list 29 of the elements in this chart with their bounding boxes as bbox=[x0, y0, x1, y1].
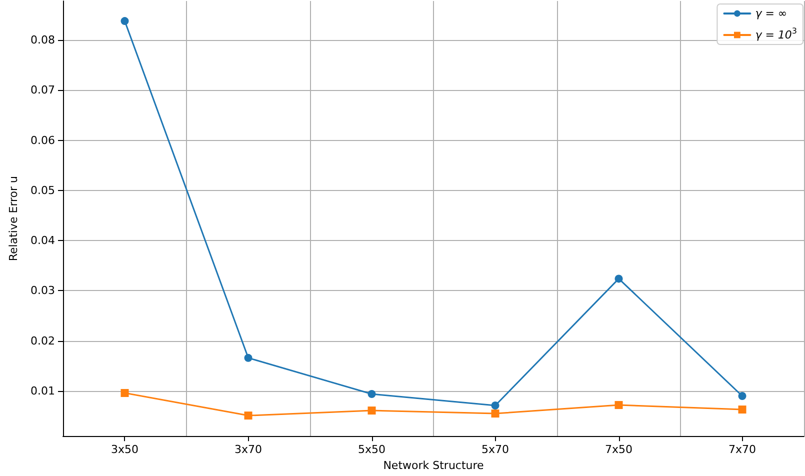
point bbox=[368, 390, 376, 398]
y-tick-label: 0.01 bbox=[30, 384, 55, 398]
point bbox=[491, 402, 500, 410]
point bbox=[244, 412, 252, 420]
point bbox=[120, 17, 129, 26]
y-tick-label: 0.07 bbox=[30, 84, 55, 97]
point bbox=[614, 274, 623, 283]
x-axis-title: Network Structure bbox=[383, 459, 484, 472]
point bbox=[738, 392, 746, 400]
point bbox=[120, 388, 129, 397]
x-tick-label: 5x50 bbox=[358, 443, 386, 456]
x-tick-label: 5x70 bbox=[481, 443, 510, 456]
point bbox=[491, 410, 500, 418]
point bbox=[244, 354, 252, 362]
y-tick-label: 0.04 bbox=[30, 234, 55, 248]
x-tick-label: 3x50 bbox=[110, 443, 139, 456]
point bbox=[368, 406, 376, 415]
point bbox=[614, 401, 623, 410]
legend-label: γ = ∞ bbox=[755, 7, 788, 20]
x-tick-label: 7x50 bbox=[604, 443, 633, 456]
x-tick-label: 3x70 bbox=[234, 443, 262, 456]
y-tick-label: 0.05 bbox=[30, 184, 55, 197]
y-axis-title: Relative Error u bbox=[7, 176, 20, 262]
y-tick-label: 0.06 bbox=[30, 134, 55, 147]
y-tick-label: 0.02 bbox=[30, 334, 55, 348]
point bbox=[738, 406, 746, 414]
y-tick-label: 0.03 bbox=[30, 284, 55, 298]
y-tick-label: 0.08 bbox=[30, 34, 55, 47]
x-tick-label: 7x70 bbox=[728, 443, 756, 456]
